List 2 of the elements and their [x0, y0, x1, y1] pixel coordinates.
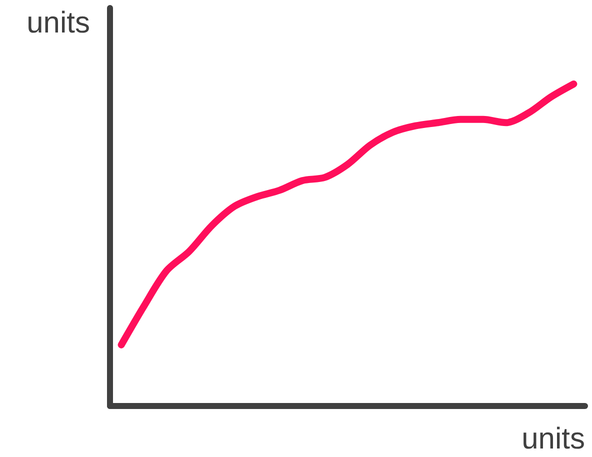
y-axis-title: units — [26, 6, 90, 40]
x-axis-title: units — [522, 422, 585, 456]
